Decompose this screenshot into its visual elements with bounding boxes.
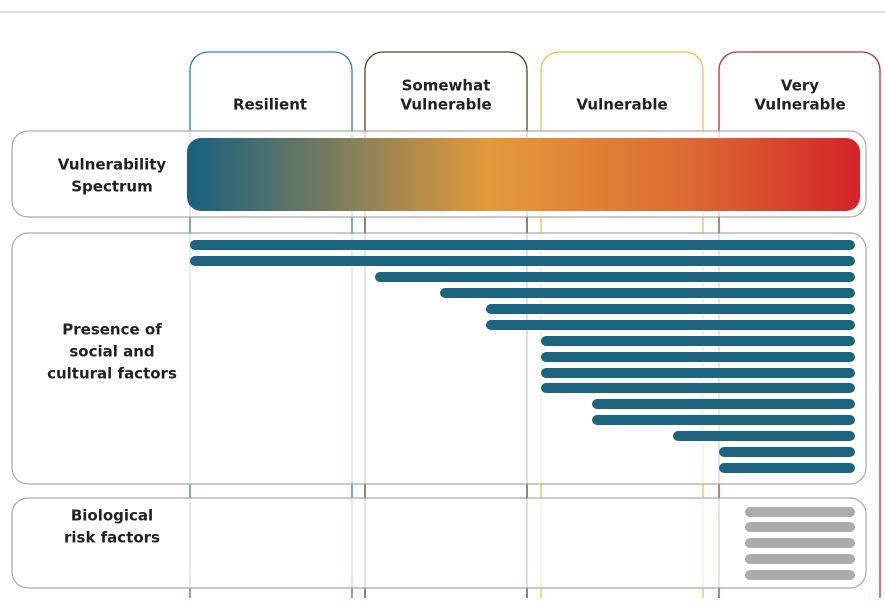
spectrum-bar (187, 138, 860, 211)
row-box (11, 497, 867, 589)
column-header: Vulnerable (400, 96, 491, 114)
column-header: Vulnerable (576, 96, 667, 114)
row-label: risk factors (64, 529, 160, 547)
factor-bar (486, 304, 855, 314)
bio-bar (745, 538, 855, 548)
factor-bar (719, 463, 855, 473)
bio-bar (745, 507, 855, 517)
factor-bar (592, 415, 855, 425)
column-header: Resilient (233, 96, 307, 114)
bio-bar (745, 522, 855, 532)
column-header: Very (781, 77, 819, 95)
column-header: Vulnerable (754, 96, 845, 114)
factor-bar (190, 240, 855, 250)
factor-bar (440, 288, 855, 298)
factor-bar (592, 399, 855, 409)
factor-bar (486, 320, 855, 330)
factor-bar (541, 336, 855, 346)
factor-bar (375, 272, 855, 282)
row-label: Presence of (62, 321, 162, 339)
factor-bar (541, 352, 855, 362)
factor-bar (541, 368, 855, 378)
factor-bar (719, 447, 855, 457)
bio-bar (745, 554, 855, 564)
bio-bars (745, 507, 855, 580)
factor-bars (190, 240, 855, 473)
bio-bar (745, 570, 855, 580)
row-label: cultural factors (47, 365, 177, 383)
row-label: Biological (71, 507, 153, 525)
row-label: social and (69, 343, 154, 361)
row-label: Spectrum (71, 178, 152, 196)
column-header: Somewhat (402, 77, 491, 95)
row-label: Vulnerability (58, 156, 167, 174)
factor-bar (190, 256, 855, 266)
factor-bar (673, 431, 855, 441)
factor-bar (541, 383, 855, 393)
